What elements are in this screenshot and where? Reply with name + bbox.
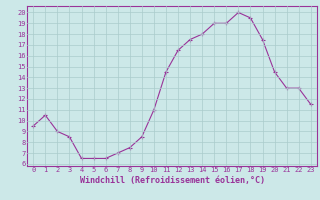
- X-axis label: Windchill (Refroidissement éolien,°C): Windchill (Refroidissement éolien,°C): [79, 176, 265, 185]
